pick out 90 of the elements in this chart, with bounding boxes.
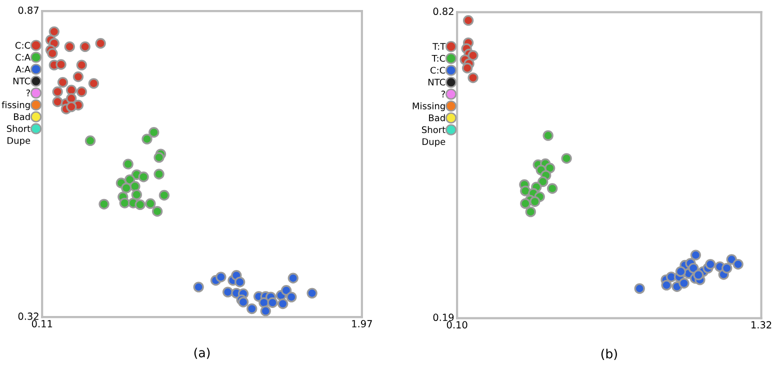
legend-label: Missing: [412, 102, 445, 112]
point: [138, 172, 149, 182]
point: [267, 297, 278, 308]
point: [678, 278, 690, 289]
point: [693, 270, 704, 280]
point: [98, 198, 110, 210]
y-tick-label: 0.32: [18, 312, 38, 320]
point: [88, 78, 100, 89]
x-tick-label: 0.10: [446, 321, 468, 329]
point: [462, 15, 474, 26]
point: [122, 158, 134, 170]
point: [530, 196, 540, 207]
point: [661, 280, 672, 291]
x-tick-label: 0.11: [32, 320, 52, 328]
legend-label: ?: [441, 90, 445, 98]
legend-label: C:A: [16, 54, 31, 61]
legend-label: T:C: [432, 54, 446, 62]
legend-label: C:C: [430, 66, 446, 74]
text: Dupe: [422, 138, 446, 147]
x-tick-label: 1.97: [352, 320, 372, 328]
point: [520, 198, 531, 209]
point: [52, 86, 63, 98]
legend-label: NTC: [428, 78, 446, 86]
legend-label: Short: [6, 125, 30, 132]
point: [80, 41, 90, 52]
point: [154, 152, 164, 163]
text: (b): [601, 348, 617, 360]
text: (a): [194, 348, 210, 359]
point: [47, 48, 58, 59]
point: [542, 130, 554, 141]
point: [66, 101, 77, 112]
point: [119, 198, 130, 208]
point: [688, 262, 699, 274]
point: [690, 250, 702, 260]
point: [246, 303, 258, 314]
legend-label: A:A: [15, 66, 31, 72]
legend-label: Bad: [14, 113, 30, 120]
point: [152, 206, 163, 217]
point: [260, 306, 271, 316]
point: [561, 153, 572, 164]
point: [705, 258, 716, 270]
point: [286, 292, 297, 302]
point: [525, 206, 536, 218]
legend-label: Bad: [429, 114, 445, 122]
legend-label: T:T: [432, 43, 446, 50]
point: [277, 298, 288, 310]
legend-label: fissing: [2, 101, 30, 110]
point: [634, 283, 645, 294]
point: [154, 168, 164, 180]
y-tick-label: 0.19: [433, 314, 454, 322]
point: [76, 60, 87, 70]
point: [64, 41, 75, 52]
point: [732, 258, 744, 270]
point: [158, 190, 170, 201]
point: [72, 71, 84, 82]
point: [52, 96, 63, 108]
point: [131, 189, 142, 200]
point: [193, 282, 204, 292]
point: [538, 176, 548, 188]
point: [462, 62, 473, 74]
point: [280, 285, 292, 296]
point: [288, 272, 298, 284]
point: [675, 266, 686, 277]
y-tick-label: 0.87: [18, 6, 39, 14]
point: [468, 50, 478, 61]
point: [148, 127, 160, 138]
y-tick-label: 0.82: [433, 8, 454, 16]
point: [216, 272, 226, 282]
point: [306, 288, 318, 298]
point: [56, 59, 66, 70]
point: [134, 199, 146, 210]
legend-label: NTC: [13, 78, 30, 84]
point: [121, 182, 132, 194]
x-tick-label: 1.32: [752, 321, 772, 329]
point: [76, 86, 87, 98]
legend-label: ?: [26, 90, 30, 96]
point: [57, 76, 68, 88]
point: [234, 276, 246, 288]
legend-label: C:C: [15, 42, 30, 49]
point: [222, 286, 234, 298]
point: [95, 38, 106, 49]
point: [546, 183, 558, 194]
point: [84, 135, 96, 146]
point: [722, 262, 732, 274]
point: [48, 26, 60, 38]
text: Dupe: [8, 137, 30, 146]
point: [142, 134, 152, 144]
point: [145, 198, 156, 209]
point: [468, 72, 478, 84]
legend-label: Short: [422, 126, 446, 134]
